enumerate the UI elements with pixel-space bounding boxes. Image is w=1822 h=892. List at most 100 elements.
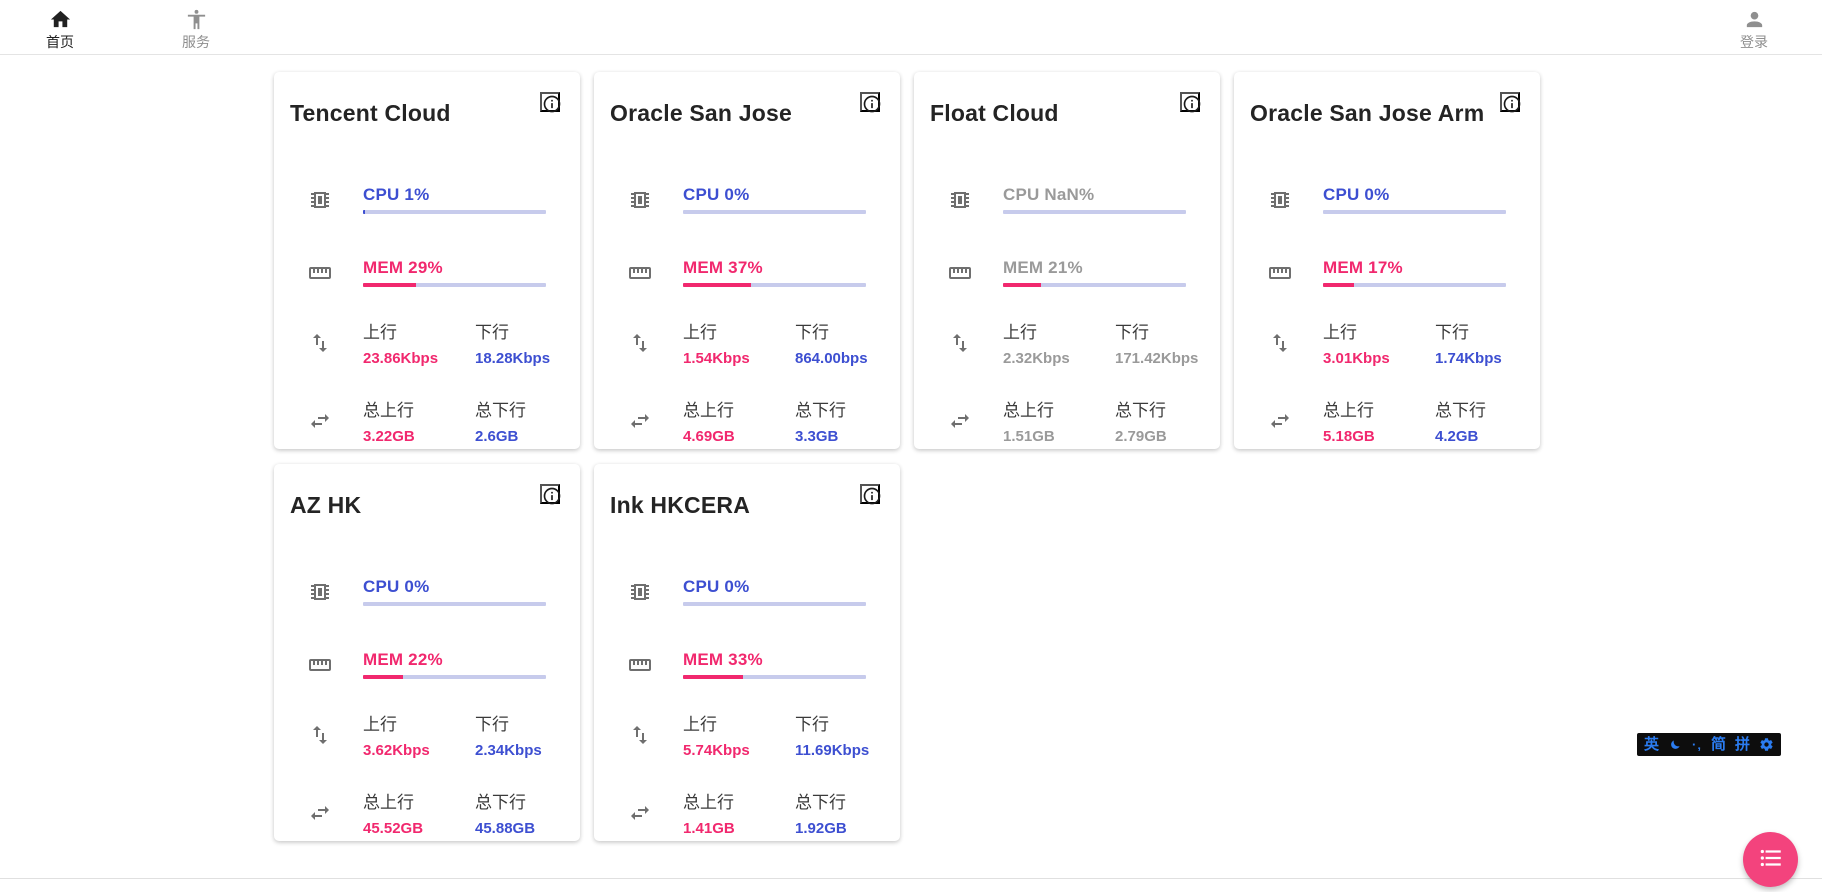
swap-vertical-icon: [628, 331, 652, 355]
info-icon[interactable]: [1180, 92, 1201, 113]
cpu-chip-icon: [628, 580, 652, 604]
mem-row: MEM 29%: [290, 256, 546, 289]
server-card: Oracle San Jose CPU 0% MEM 37%: [594, 72, 900, 449]
card-title: AZ HK: [290, 492, 362, 518]
total-row: 总上行 1.41GB 总下行 1.92GB: [610, 788, 866, 837]
cpu-value: CPU 1%: [363, 185, 430, 204]
total-download: 总下行 2.6GB: [475, 401, 526, 445]
total-download: 总下行 3.3GB: [795, 401, 846, 445]
info-icon[interactable]: [540, 484, 561, 505]
mem-value: MEM 21%: [1003, 258, 1083, 277]
memory-ruler-icon: [628, 261, 652, 285]
card-title: Oracle San Jose: [610, 100, 792, 126]
swap-horizontal-icon: [308, 801, 332, 825]
cpu-chip-icon: [308, 188, 332, 212]
memory-ruler-icon: [308, 653, 332, 677]
mem-progress-bar: [683, 283, 866, 287]
mem-progress-bar: [683, 675, 866, 679]
total-download: 总下行 45.88GB: [475, 793, 536, 837]
swap-vertical-icon: [948, 331, 972, 355]
cpu-progress-bar: [363, 210, 546, 214]
mem-progress-fill: [683, 283, 751, 287]
mem-progress-bar: [363, 283, 546, 287]
cpu-value: CPU 0%: [683, 185, 750, 204]
gear-icon[interactable]: [1759, 737, 1774, 752]
cpu-chip-icon: [1268, 188, 1292, 212]
download-speed: 下行 18.28Kbps: [475, 323, 551, 367]
mem-value: MEM 37%: [683, 258, 763, 277]
mem-row: MEM 21%: [930, 256, 1186, 289]
info-icon[interactable]: [540, 92, 561, 113]
swap-horizontal-icon: [628, 409, 652, 433]
total-upload: 总上行 45.52GB: [363, 793, 424, 837]
mem-progress-bar: [1003, 283, 1186, 287]
ime-simplified-toggle[interactable]: 简: [1710, 736, 1726, 753]
server-cards-grid: Tencent Cloud CPU 1% MEM 29%: [274, 72, 1540, 841]
speed-row: 上行 3.62Kbps 下行 2.34Kbps: [290, 710, 546, 759]
ime-toolbar: 英 ·‚ 简 拼: [1637, 733, 1781, 756]
cpu-progress-bar: [363, 602, 546, 606]
cpu-row: CPU NaN%: [930, 183, 1186, 216]
ime-language-toggle[interactable]: 英: [1644, 736, 1660, 753]
cpu-chip-icon: [948, 188, 972, 212]
download-speed: 下行 864.00bps: [795, 323, 868, 367]
mem-row: MEM 17%: [1250, 256, 1506, 289]
total-upload: 总上行 5.18GB: [1323, 401, 1375, 445]
mem-progress-fill: [1003, 283, 1042, 287]
nav-label-services: 服务: [182, 34, 210, 50]
account-icon: [1743, 8, 1766, 31]
ime-punctuation-toggle[interactable]: ·‚: [1692, 737, 1702, 752]
memory-ruler-icon: [308, 261, 332, 285]
total-row: 总上行 5.18GB 总下行 4.2GB: [1250, 396, 1506, 445]
speed-row: 上行 23.86Kbps 下行 18.28Kbps: [290, 318, 550, 367]
cpu-progress-bar: [1323, 210, 1506, 214]
total-upload: 总上行 1.41GB: [683, 793, 735, 837]
total-row: 总上行 45.52GB 总下行 45.88GB: [290, 788, 546, 837]
swap-vertical-icon: [308, 331, 332, 355]
cpu-value: CPU 0%: [683, 577, 750, 596]
mem-value: MEM 22%: [363, 650, 443, 669]
moon-icon[interactable]: [1668, 737, 1683, 752]
total-row: 总上行 3.22GB 总下行 2.6GB: [290, 396, 546, 445]
total-upload: 总上行 3.22GB: [363, 401, 415, 445]
mem-row: MEM 22%: [290, 648, 546, 681]
total-download: 总下行 1.92GB: [795, 793, 847, 837]
download-speed: 下行 1.74Kbps: [1435, 323, 1502, 367]
info-icon[interactable]: [860, 484, 881, 505]
server-card: Ink HKCERA CPU 0% MEM 33%: [594, 464, 900, 841]
mem-progress-fill: [683, 675, 744, 679]
info-icon[interactable]: [860, 92, 881, 113]
nav-label-login: 登录: [1740, 34, 1768, 50]
total-upload: 总上行 1.51GB: [1003, 401, 1055, 445]
mem-row: MEM 37%: [610, 256, 866, 289]
card-title: Ink HKCERA: [610, 492, 751, 518]
speed-row: 上行 3.01Kbps 下行 1.74Kbps: [1250, 318, 1506, 367]
swap-horizontal-icon: [948, 409, 972, 433]
server-list-fab[interactable]: [1743, 832, 1798, 887]
speed-row: 上行 2.32Kbps 下行 171.42Kbps: [930, 318, 1198, 367]
memory-ruler-icon: [948, 261, 972, 285]
nav-item-services[interactable]: 服务: [166, 2, 226, 52]
total-download: 总下行 4.2GB: [1435, 401, 1486, 445]
server-card: Float Cloud CPU NaN% MEM 21%: [914, 72, 1220, 449]
cpu-value: CPU 0%: [1323, 185, 1390, 204]
mem-value: MEM 33%: [683, 650, 763, 669]
footer-divider: [0, 878, 1822, 879]
swap-horizontal-icon: [308, 409, 332, 433]
home-icon: [49, 8, 72, 31]
list-icon: [1758, 845, 1784, 874]
cpu-chip-icon: [308, 580, 332, 604]
swap-vertical-icon: [1268, 331, 1292, 355]
nav-item-home[interactable]: 首页: [30, 2, 90, 52]
nav-item-login[interactable]: 登录: [1724, 2, 1784, 52]
cpu-row: CPU 0%: [610, 183, 866, 216]
total-upload: 总上行 4.69GB: [683, 401, 735, 445]
server-card: Oracle San Jose Arm CPU 0% MEM 17%: [1234, 72, 1540, 449]
cpu-progress-bar: [683, 602, 866, 606]
upload-speed: 上行 23.86Kbps: [363, 323, 439, 367]
card-title: Float Cloud: [930, 100, 1059, 126]
info-icon[interactable]: [1500, 92, 1521, 113]
mem-progress-fill: [363, 675, 404, 679]
upload-speed: 上行 1.54Kbps: [683, 323, 750, 367]
ime-pinyin-toggle[interactable]: 拼: [1734, 736, 1750, 753]
